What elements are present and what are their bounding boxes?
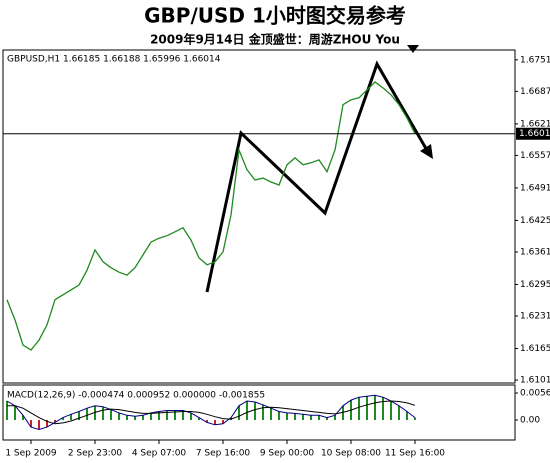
macd-bar bbox=[158, 411, 160, 421]
macd-bar bbox=[286, 412, 288, 421]
x-tick-label: 9 Sep 00:00 bbox=[260, 449, 315, 459]
y-tick-label: 1.6687 bbox=[520, 87, 550, 97]
macd-bar bbox=[86, 408, 88, 421]
last-price-label: 1.6601 bbox=[519, 129, 550, 139]
y-tick-label: 1.6557 bbox=[520, 151, 550, 161]
macd-bar bbox=[182, 410, 184, 421]
macd-bar bbox=[102, 406, 104, 421]
y-tick-label: 1.6491 bbox=[520, 183, 550, 193]
price-header: GBPUSD,H1 1.66185 1.66188 1.65996 1.6601… bbox=[7, 55, 221, 65]
macd-bar bbox=[22, 415, 24, 421]
x-tick-label: 4 Sep 07:00 bbox=[132, 449, 187, 459]
macd-bar bbox=[326, 417, 328, 421]
price-panel bbox=[2, 49, 516, 384]
macd-bar bbox=[214, 420, 216, 425]
macd-bar bbox=[30, 420, 32, 428]
macd-bar bbox=[374, 395, 376, 421]
x-tick-label: 11 Sep 16:00 bbox=[385, 449, 445, 459]
y-tick-label: 1.6231 bbox=[520, 312, 550, 322]
macd-line bbox=[7, 400, 416, 425]
macd-bar bbox=[334, 415, 336, 421]
macd-bar bbox=[222, 420, 224, 424]
x-tick-label: 7 Sep 16:00 bbox=[196, 449, 251, 459]
macd-bar bbox=[302, 414, 304, 421]
macd-bar bbox=[398, 405, 400, 421]
macd-bar bbox=[406, 411, 408, 421]
y-tick-label: 1.6361 bbox=[520, 247, 550, 257]
macd-bar bbox=[118, 412, 120, 421]
macd-bar bbox=[358, 397, 360, 421]
y-tick-label: 1.6165 bbox=[520, 344, 550, 354]
macd-bar bbox=[142, 415, 144, 421]
y-tick-label: 1.6295 bbox=[520, 280, 550, 290]
macd-bar bbox=[390, 401, 392, 421]
zigzag-annotation bbox=[205, 60, 430, 293]
macd-bar bbox=[206, 420, 208, 423]
macd-bar bbox=[294, 413, 296, 421]
macd-bar bbox=[174, 410, 176, 421]
macd-bar bbox=[246, 401, 248, 421]
macd-bar bbox=[14, 405, 16, 421]
arrow-head bbox=[420, 144, 433, 159]
chart-title: GBP/USD 1小时图交易参考 bbox=[144, 4, 406, 28]
macd-bar bbox=[414, 417, 416, 421]
macd-bar bbox=[150, 412, 152, 421]
y-tick-label: 0.00 bbox=[520, 416, 540, 426]
macd-bar bbox=[78, 411, 80, 421]
last-price-box bbox=[516, 127, 550, 140]
x-tick-label: 1 Sep 2009 bbox=[5, 449, 57, 459]
macd-bar bbox=[134, 416, 136, 421]
period-marker bbox=[407, 45, 419, 53]
y-tick-label: 1.6101 bbox=[520, 376, 550, 386]
y-tick-label: 1.6621 bbox=[520, 119, 550, 129]
macd-bar bbox=[198, 417, 200, 421]
chart-subtitle: 2009年9月14日 金顶盛世：周游ZHOU You bbox=[150, 32, 400, 47]
x-tick-label: 10 Sep 08:00 bbox=[321, 449, 381, 459]
macd-bar bbox=[270, 408, 272, 421]
macd-bar bbox=[126, 415, 128, 421]
x-tick-label: 2 Sep 23:00 bbox=[68, 449, 123, 459]
macd-bar bbox=[238, 405, 240, 421]
y-tick-label: 0.00569 bbox=[520, 389, 550, 399]
price-line bbox=[6, 81, 416, 351]
macd-bar bbox=[38, 420, 40, 430]
macd-bar bbox=[382, 397, 384, 421]
macd-bar bbox=[46, 420, 48, 428]
macd-bar bbox=[166, 410, 168, 421]
macd-bar bbox=[278, 411, 280, 421]
macd-bar bbox=[262, 404, 264, 421]
macd-bar bbox=[110, 409, 112, 421]
macd-bar bbox=[310, 415, 312, 421]
macd-bar bbox=[6, 401, 8, 421]
macd-label: MACD(12,26,9) -0.000474 0.000952 0.00000… bbox=[7, 391, 265, 401]
y-tick-label: 1.6751 bbox=[520, 55, 550, 65]
macd-bar bbox=[70, 414, 72, 421]
macd-bar bbox=[254, 401, 256, 421]
macd-bar bbox=[318, 415, 320, 421]
macd-bar bbox=[54, 420, 56, 423]
macd-bar bbox=[62, 417, 64, 421]
macd-bar bbox=[190, 412, 192, 421]
macd-line bbox=[6, 394, 416, 431]
macd-panel bbox=[2, 384, 516, 441]
macd-bar bbox=[366, 396, 368, 421]
y-tick-label: 1.6425 bbox=[520, 216, 550, 226]
